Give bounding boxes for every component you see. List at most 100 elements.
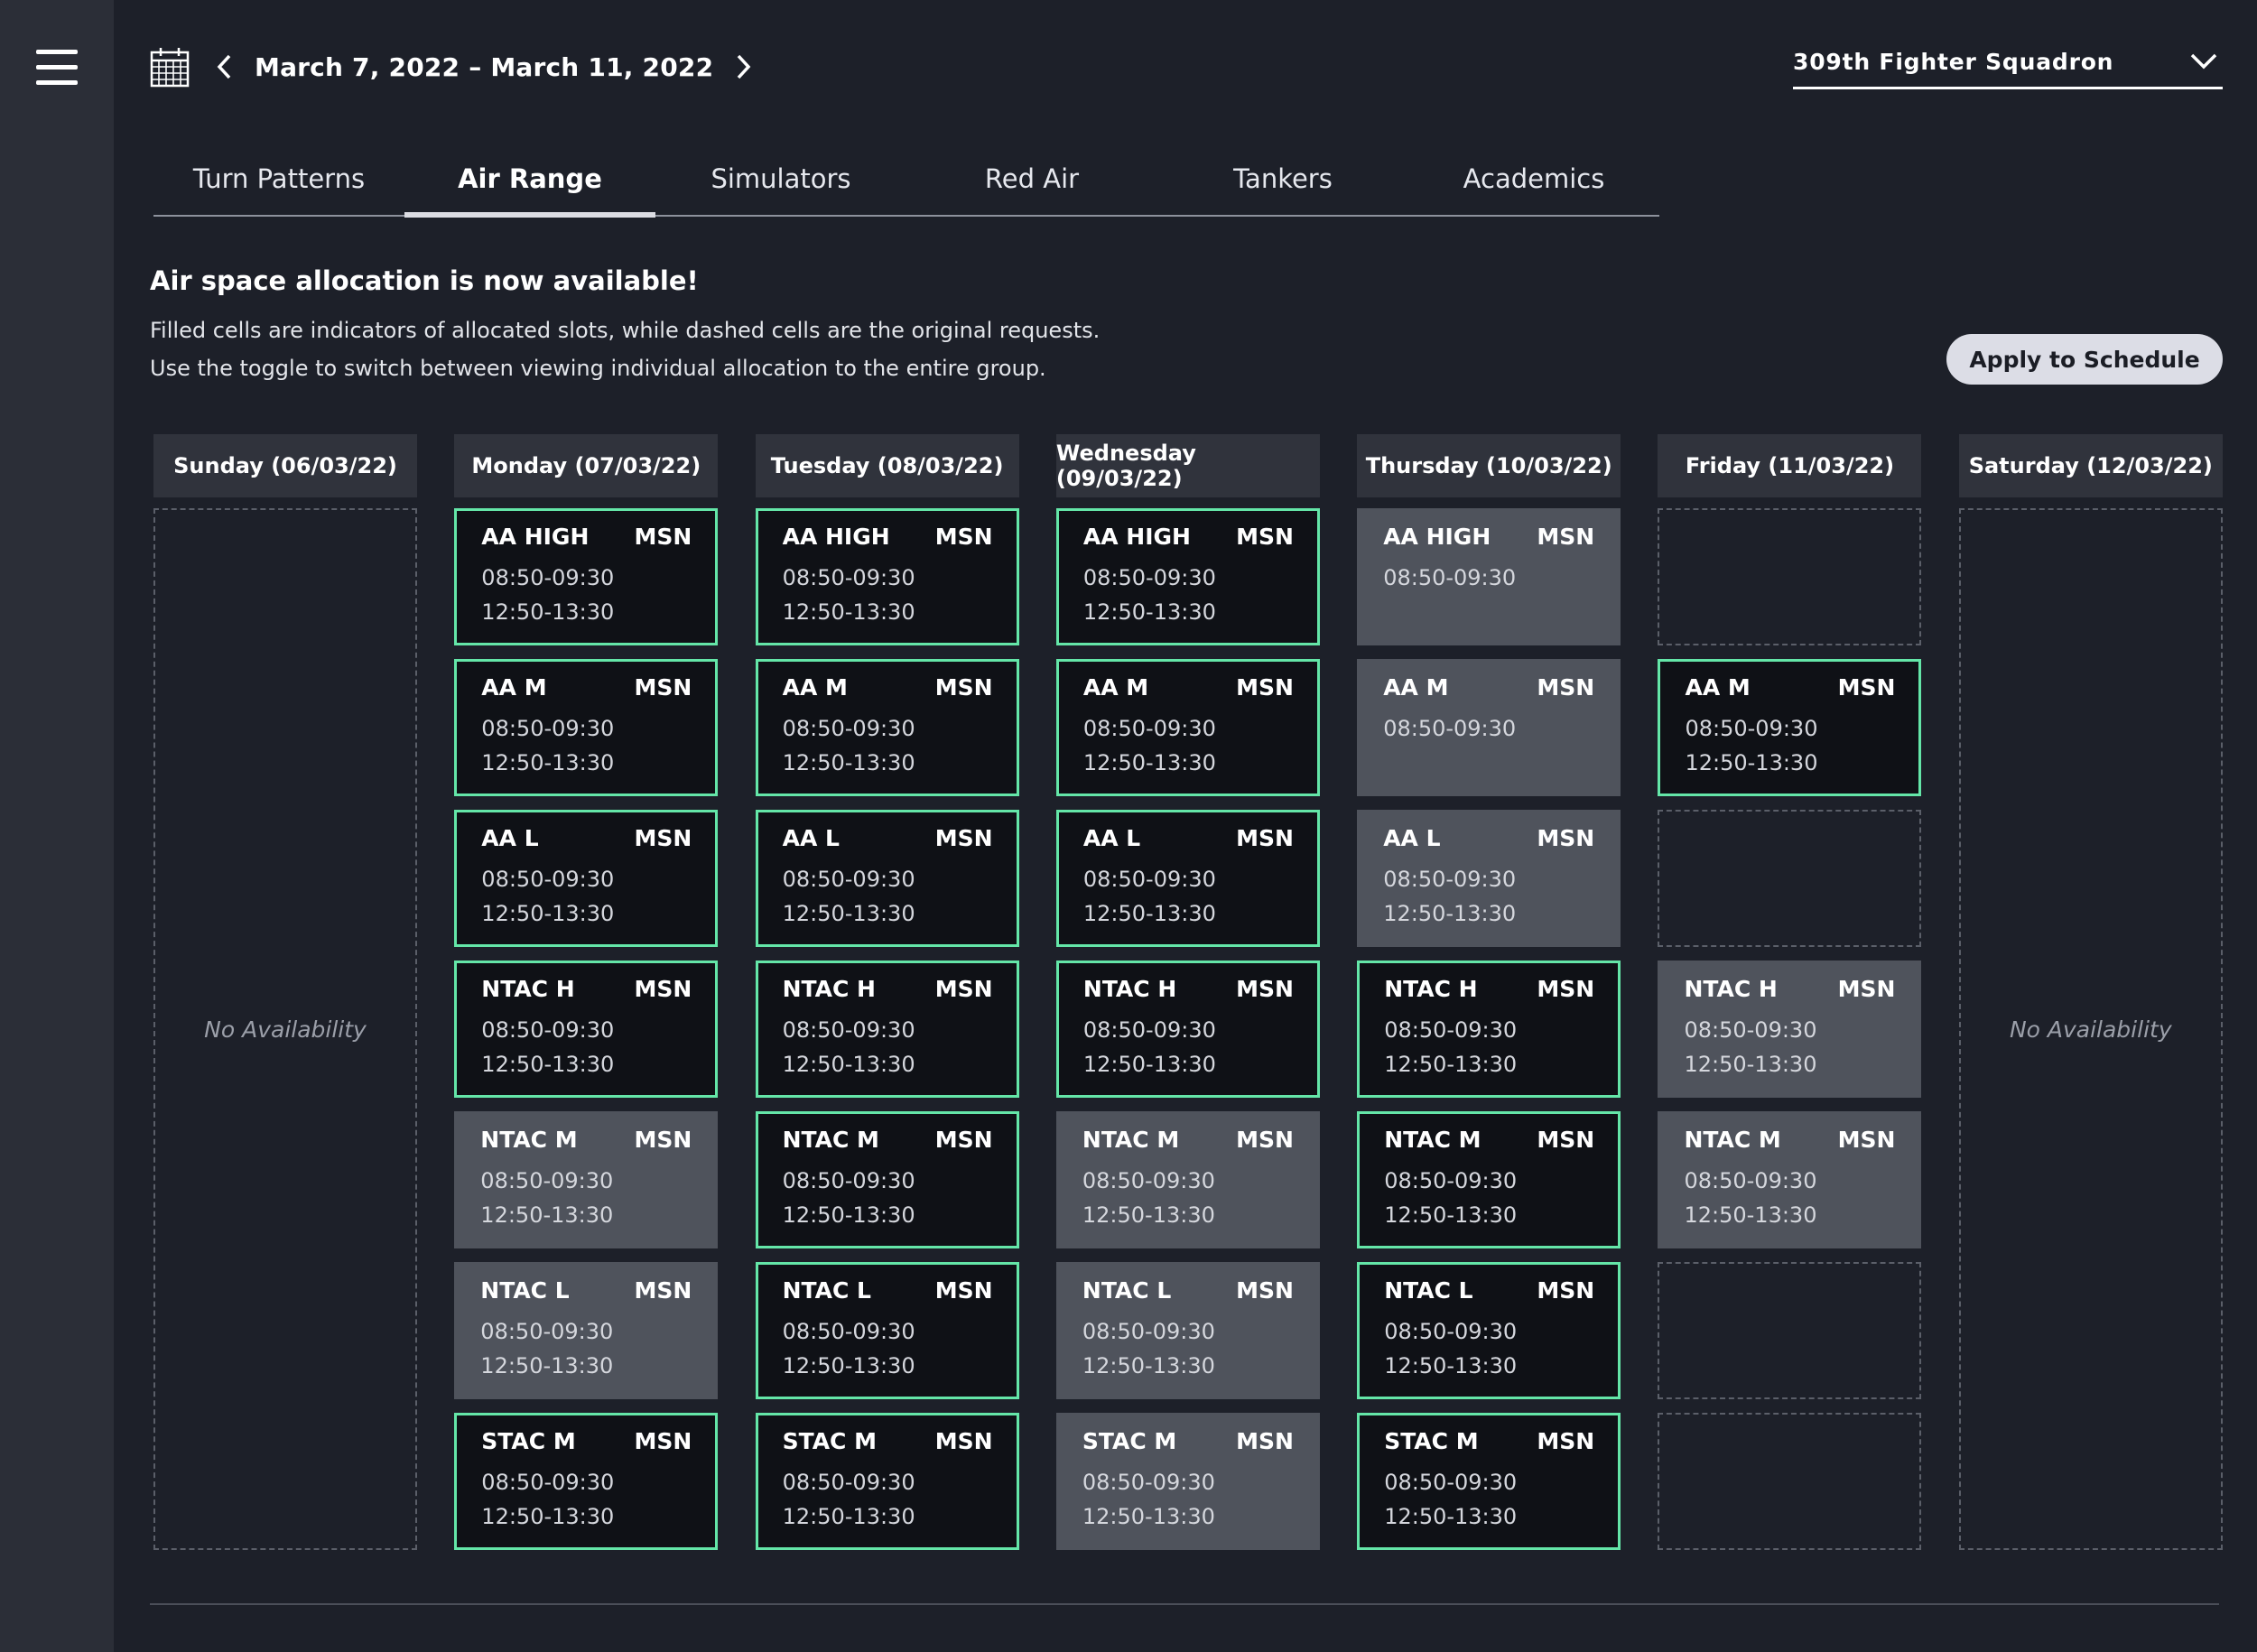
no-availability-label: No Availability xyxy=(2009,1016,2172,1043)
slot-time: 12:50-13:30 xyxy=(1384,1353,1518,1378)
no-availability-area: No Availability xyxy=(1958,508,2223,1550)
slot-type: MSN xyxy=(634,524,692,550)
day-column: Friday (11/03/22) AA M MSN 08:50-09:30 12:50… xyxy=(1658,434,1922,1550)
slot-time: 08:50-09:30 xyxy=(480,1319,614,1344)
slot-name: AA L xyxy=(782,825,840,851)
slot-time: 08:50-09:30 xyxy=(1082,867,1216,892)
squadron-select[interactable]: 309th Fighter Squadron xyxy=(1793,43,2223,89)
tab-red-air[interactable]: Red Air xyxy=(984,163,1080,194)
allocated-slot[interactable]: STAC M MSN 08:50-09:30 12:50-13:30 xyxy=(454,1413,719,1550)
allocated-slot[interactable]: NTAC H MSN 08:50-09:30 12:50-13:30 xyxy=(1055,961,1320,1098)
allocated-slot[interactable]: NTAC H MSN 08:50-09:30 12:50-13:30 xyxy=(454,961,719,1098)
slot-type: MSN xyxy=(934,1428,993,1454)
slot-name: AA M xyxy=(481,674,547,701)
slot-time: 08:50-09:30 xyxy=(782,867,915,892)
slot-name: NTAC L xyxy=(1082,1277,1172,1304)
empty-slot xyxy=(1658,1262,1922,1399)
slot-type: MSN xyxy=(634,976,692,1002)
allocated-slot[interactable]: NTAC H MSN 08:50-09:30 12:50-13:30 xyxy=(755,961,1019,1098)
empty-slot xyxy=(1658,508,1922,645)
hamburger-bar xyxy=(36,80,78,85)
calendar-icon[interactable] xyxy=(150,46,190,88)
slot-type: MSN xyxy=(934,976,993,1002)
allocated-slot[interactable]: NTAC M MSN 08:50-09:30 12:50-13:30 xyxy=(755,1111,1019,1248)
requested-slot[interactable]: NTAC L MSN 08:50-09:30 12:50-13:30 xyxy=(1055,1262,1320,1399)
allocated-slot[interactable]: AA M MSN 08:50-09:30 12:50-13:30 xyxy=(1055,659,1320,796)
slot-type: MSN xyxy=(934,1127,993,1153)
hamburger-bar xyxy=(36,50,78,54)
tab-bar: Turn Patterns Air Range Simulators Red Air T… xyxy=(153,152,1659,218)
day-column: Sunday (06/03/22) No Availability xyxy=(153,434,417,1550)
squadron-select-value: 309th Fighter Squadron xyxy=(1793,49,2114,75)
previous-week-button[interactable] xyxy=(211,49,237,85)
slot-time: 08:50-09:30 xyxy=(1082,1470,1215,1495)
slot-time: 08:50-09:30 xyxy=(1383,867,1517,892)
tab-academics[interactable]: Academics xyxy=(1463,163,1605,194)
requested-slot[interactable]: STAC M MSN 08:50-09:30 12:50-13:30 xyxy=(1055,1413,1320,1550)
allocated-slot[interactable]: AA L MSN 08:50-09:30 12:50-13:30 xyxy=(454,810,719,947)
requested-slot[interactable]: NTAC L MSN 08:50-09:30 12:50-13:30 xyxy=(454,1262,719,1399)
slot-time: 12:50-13:30 xyxy=(782,1202,915,1228)
day-column: Monday (07/03/22) AA HIGH MSN 08:50-09:30 12… xyxy=(454,434,719,1550)
slot-time: 12:50-13:30 xyxy=(782,1052,915,1077)
requested-slot[interactable]: NTAC M MSN 08:50-09:30 12:50-13:30 xyxy=(454,1111,719,1248)
allocated-slot[interactable]: AA M MSN 08:50-09:30 12:50-13:30 xyxy=(755,659,1019,796)
slot-type: MSN xyxy=(1837,1127,1896,1153)
slot-time: 12:50-13:30 xyxy=(782,901,915,926)
allocated-slot[interactable]: AA M MSN 08:50-09:30 12:50-13:30 xyxy=(1658,659,1922,796)
allocated-slot[interactable]: STAC M MSN 08:50-09:30 12:50-13:30 xyxy=(755,1413,1019,1550)
requested-slot[interactable]: AA HIGH MSN 08:50-09:30 xyxy=(1357,508,1621,645)
main-content: March 7, 2022 – March 11, 2022 309th Fig… xyxy=(150,0,2257,1652)
slot-time: 08:50-09:30 xyxy=(1383,716,1517,741)
allocated-slot[interactable]: STAC M MSN 08:50-09:30 12:50-13:30 xyxy=(1357,1413,1621,1550)
slot-type: MSN xyxy=(934,524,993,550)
allocated-slot[interactable]: AA M MSN 08:50-09:30 12:50-13:30 xyxy=(454,659,719,796)
slot-type: MSN xyxy=(1236,1127,1294,1153)
allocated-slot[interactable]: NTAC L MSN 08:50-09:30 12:50-13:30 xyxy=(1357,1262,1621,1399)
slot-type: MSN xyxy=(934,674,993,701)
slot-time: 08:50-09:30 xyxy=(481,1017,615,1043)
tab-simulators[interactable]: Simulators xyxy=(711,163,851,194)
hamburger-icon[interactable] xyxy=(36,50,78,86)
allocated-slot[interactable]: NTAC L MSN 08:50-09:30 12:50-13:30 xyxy=(755,1262,1019,1399)
allocated-slot[interactable]: AA L MSN 08:50-09:30 12:50-13:30 xyxy=(755,810,1019,947)
tab-tankers[interactable]: Tankers xyxy=(1233,163,1333,194)
next-week-button[interactable] xyxy=(731,49,757,85)
date-navigator: March 7, 2022 – March 11, 2022 xyxy=(150,42,757,92)
slot-time: 08:50-09:30 xyxy=(1082,716,1216,741)
requested-slot[interactable]: NTAC M MSN 08:50-09:30 12:50-13:30 xyxy=(1055,1111,1320,1248)
requested-slot[interactable]: NTAC M MSN 08:50-09:30 12:50-13:30 xyxy=(1658,1111,1922,1248)
slot-type: MSN xyxy=(1537,674,1595,701)
tab-turn-patterns[interactable]: Turn Patterns xyxy=(192,163,366,194)
allocated-slot[interactable]: AA HIGH MSN 08:50-09:30 12:50-13:30 xyxy=(1055,508,1320,645)
slot-list: AA HIGH MSN 08:50-09:30 12:50-13:30 AA M MSN 0… xyxy=(755,508,1019,1550)
tab-air-range[interactable]: Air Range xyxy=(404,152,655,218)
slot-type: MSN xyxy=(1537,1127,1595,1153)
requested-slot[interactable]: AA L MSN 08:50-09:30 12:50-13:30 xyxy=(1357,810,1621,947)
allocated-slot[interactable]: AA HIGH MSN 08:50-09:30 12:50-13:30 xyxy=(755,508,1019,645)
slot-type: MSN xyxy=(1236,825,1294,851)
requested-slot[interactable]: AA M MSN 08:50-09:30 xyxy=(1357,659,1621,796)
slot-type: MSN xyxy=(1537,1428,1595,1454)
slot-time: 12:50-13:30 xyxy=(481,1504,615,1529)
requested-slot[interactable]: NTAC H MSN 08:50-09:30 12:50-13:30 xyxy=(1658,961,1922,1098)
allocated-slot[interactable]: NTAC M MSN 08:50-09:30 12:50-13:30 xyxy=(1357,1111,1621,1248)
day-header: Saturday (12/03/22) xyxy=(1958,434,2223,497)
slot-name: AA HIGH xyxy=(481,524,590,550)
slot-name: STAC M xyxy=(1082,1428,1177,1454)
slot-time: 12:50-13:30 xyxy=(1082,599,1216,625)
slot-name: AA M xyxy=(1685,674,1751,701)
slot-time: 12:50-13:30 xyxy=(1082,1504,1215,1529)
slot-time: 12:50-13:30 xyxy=(1383,901,1517,926)
slot-type: MSN xyxy=(1236,1428,1294,1454)
allocated-slot[interactable]: AA HIGH MSN 08:50-09:30 12:50-13:30 xyxy=(454,508,719,645)
slot-time: 12:50-13:30 xyxy=(782,1353,915,1378)
slot-time: 08:50-09:30 xyxy=(782,716,915,741)
slot-time: 08:50-09:30 xyxy=(1384,1017,1518,1043)
chevron-right-icon xyxy=(737,54,751,79)
apply-to-schedule-button[interactable]: Apply to Schedule xyxy=(1946,334,2223,385)
allocated-slot[interactable]: AA L MSN 08:50-09:30 12:50-13:30 xyxy=(1055,810,1320,947)
allocated-slot[interactable]: NTAC H MSN 08:50-09:30 12:50-13:30 xyxy=(1357,961,1621,1098)
no-availability-label: No Availability xyxy=(204,1016,367,1043)
date-range-label: March 7, 2022 – March 11, 2022 xyxy=(255,51,714,82)
